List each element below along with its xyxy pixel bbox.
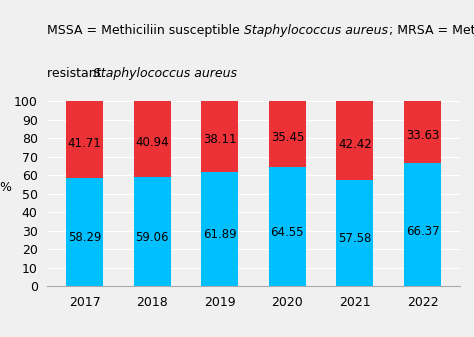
Bar [404, 101, 441, 163]
Text: resistant: resistant [47, 67, 106, 81]
Bar [66, 101, 103, 178]
Text: 58.29: 58.29 [68, 231, 101, 244]
Text: 33.63: 33.63 [406, 129, 439, 142]
Text: 42.42: 42.42 [338, 138, 372, 151]
Text: Staphylococcus aureus: Staphylococcus aureus [93, 67, 237, 81]
Text: 38.11: 38.11 [203, 133, 237, 147]
Legend: MSSA, MRSA: MSSA, MRSA [186, 334, 321, 337]
Bar [404, 163, 441, 286]
Bar [269, 101, 306, 167]
Bar [337, 180, 374, 286]
Bar [201, 101, 238, 172]
Text: 59.06: 59.06 [136, 231, 169, 244]
Text: Staphylococcus aureus: Staphylococcus aureus [244, 24, 388, 37]
Text: MSSA = Methiciliin susceptible: MSSA = Methiciliin susceptible [47, 24, 244, 37]
Y-axis label: %: % [0, 181, 11, 194]
Text: 64.55: 64.55 [271, 226, 304, 239]
Text: 61.89: 61.89 [203, 228, 237, 241]
Text: ; MRSA = Methicillin: ; MRSA = Methicillin [389, 24, 474, 37]
Bar [66, 178, 103, 286]
Text: 41.71: 41.71 [68, 137, 101, 150]
Bar [134, 177, 171, 286]
Text: 66.37: 66.37 [406, 224, 439, 238]
Bar [201, 172, 238, 286]
Bar [269, 167, 306, 286]
Text: 35.45: 35.45 [271, 131, 304, 144]
Text: 40.94: 40.94 [136, 136, 169, 149]
Bar [134, 101, 171, 177]
Text: 57.58: 57.58 [338, 232, 372, 245]
Bar [337, 101, 374, 180]
